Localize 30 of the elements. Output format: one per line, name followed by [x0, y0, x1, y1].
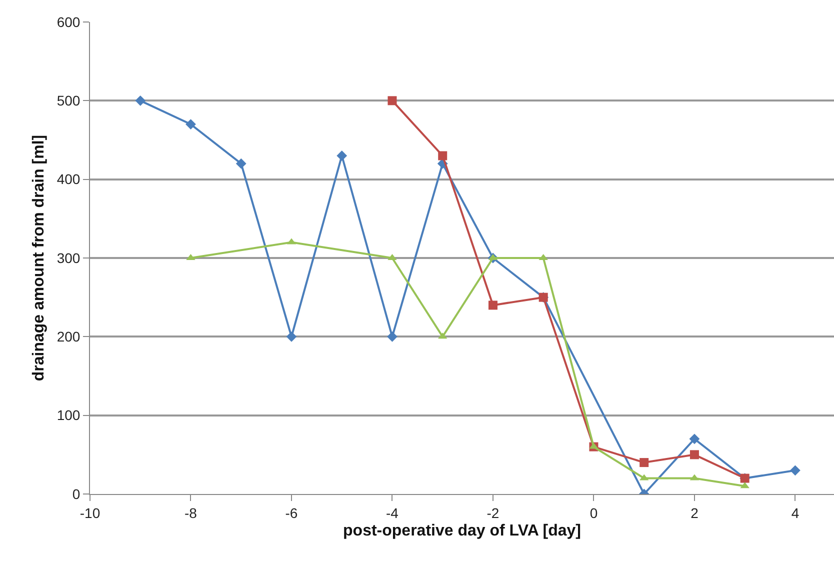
- point: [135, 95, 146, 106]
- x-tick-label: -8: [184, 504, 198, 521]
- point: [388, 96, 397, 106]
- point: [387, 331, 398, 342]
- x-axis-title: post-operative day of LVA [day]: [343, 522, 581, 540]
- y-tick-label: 0: [72, 486, 80, 502]
- point: [438, 151, 448, 160]
- point: [336, 150, 348, 161]
- x-tick-label: 4: [791, 504, 800, 521]
- point: [236, 158, 246, 169]
- point: [286, 331, 297, 342]
- y-tick-label: 200: [56, 328, 80, 345]
- point: [640, 458, 649, 468]
- point: [690, 450, 699, 460]
- point: [186, 119, 196, 130]
- y-axis-title: drainage amount from drain [ml]: [30, 134, 48, 382]
- y-tick-label: 300: [56, 250, 80, 266]
- y-tick-label: 100: [56, 407, 80, 424]
- x-tick-label: -2: [486, 504, 500, 521]
- x-tick-label: -6: [285, 504, 298, 521]
- point: [689, 434, 700, 444]
- point: [790, 465, 800, 476]
- point: [488, 300, 498, 310]
- y-tick-label: 600: [56, 14, 80, 30]
- x-tick-label: -4: [386, 504, 399, 521]
- x-tick-label: 2: [690, 504, 699, 521]
- y-tick-label: 400: [56, 171, 80, 188]
- x-tick-label: -10: [80, 504, 100, 521]
- y-tick-label: 500: [56, 92, 80, 109]
- x-tick-label: 0: [590, 504, 598, 521]
